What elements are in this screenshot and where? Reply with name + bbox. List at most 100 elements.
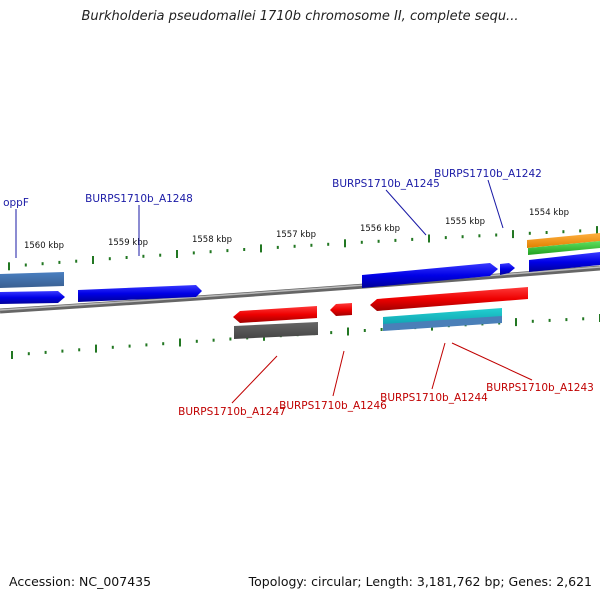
forward-gene-labels: oppF BURPS1710b_A1248 BURPS1710b_A1245 B… xyxy=(3,168,542,209)
gene-oppF-upper-block[interactable] xyxy=(0,272,64,288)
lower-minor-tick xyxy=(61,349,64,353)
lower-minor-tick xyxy=(565,318,568,322)
upper-minor-tick xyxy=(461,235,464,239)
lower-major-tick xyxy=(11,351,13,359)
upper-major-tick xyxy=(176,250,178,258)
kbp-label-1560: 1560 kbp xyxy=(24,241,64,251)
gene-BURPS1710b_A1243-base[interactable] xyxy=(383,316,502,331)
lower-major-tick xyxy=(95,344,97,353)
gene-green-feature[interactable] xyxy=(528,241,600,255)
lower-minor-tick xyxy=(27,352,30,356)
kbp-label-1556: 1556 kbp xyxy=(360,224,400,234)
upper-minor-tick xyxy=(192,251,195,255)
reverse-genes xyxy=(233,287,528,339)
forward-label-leaders xyxy=(15,179,504,258)
lower-major-tick xyxy=(347,327,349,336)
upper-major-tick xyxy=(260,244,262,253)
lower-minor-tick xyxy=(363,329,366,332)
leader-BURPS1710b_A1243 xyxy=(451,342,533,381)
reverse-gene-labels: BURPS1710b_A1247 BURPS1710b_A1246 BURPS1… xyxy=(178,382,594,418)
topology-text: Topology: circular; Length: 3,181,762 bp… xyxy=(248,574,592,589)
label-BURPS1710b_A1247[interactable]: BURPS1710b_A1247 xyxy=(178,406,286,418)
kbp-label-1554: 1554 kbp xyxy=(529,208,569,218)
upper-major-tick xyxy=(92,256,94,264)
lower-minor-tick xyxy=(229,337,232,341)
upper-minor-tick xyxy=(579,229,582,233)
kbp-label-1559: 1559 kbp xyxy=(108,238,148,248)
gene-oppF[interactable] xyxy=(0,291,65,304)
upper-minor-tick xyxy=(360,240,363,244)
upper-minor-tick xyxy=(444,236,447,240)
upper-minor-tick xyxy=(327,242,330,246)
tick-row-lower xyxy=(11,314,600,359)
lower-minor-tick xyxy=(380,328,383,331)
gene-BURPS1710b_A1247-gray[interactable] xyxy=(234,322,318,339)
kbp-labels: 1560 kbp 1559 kbp 1558 kbp 1557 kbp 1556… xyxy=(24,208,569,251)
map-title: Burkholderia pseudomallei 1710b chromoso… xyxy=(81,9,519,24)
leader-BURPS1710b_A1247 xyxy=(231,355,278,404)
upper-major-tick xyxy=(8,262,10,271)
gene-BURPS1710b_A1248[interactable] xyxy=(78,285,202,302)
label-BURPS1710b_A1242[interactable]: BURPS1710b_A1242 xyxy=(434,168,542,180)
kbp-label-1555: 1555 kbp xyxy=(445,217,485,227)
label-BURPS1710b_A1245[interactable]: BURPS1710b_A1245 xyxy=(332,178,440,190)
lower-minor-tick xyxy=(44,350,47,354)
gene-BURPS1710b_A1245[interactable] xyxy=(362,263,498,288)
label-BURPS1710b_A1244[interactable]: BURPS1710b_A1244 xyxy=(380,392,488,404)
lower-minor-tick xyxy=(78,348,81,352)
gene-BURPS1710b_A1247[interactable] xyxy=(233,306,317,323)
lower-minor-tick xyxy=(195,339,198,343)
upper-minor-tick xyxy=(276,245,279,249)
upper-minor-tick xyxy=(142,254,145,258)
upper-minor-tick xyxy=(125,256,128,259)
forward-genes xyxy=(0,233,600,304)
gene-BURPS1710b_A1246[interactable] xyxy=(330,303,352,316)
label-oppF[interactable]: oppF xyxy=(3,197,29,209)
chromosome-backbone-highlight xyxy=(0,266,600,311)
upper-minor-tick xyxy=(24,263,27,267)
upper-minor-tick xyxy=(41,262,44,266)
gene-BURPS1710b_A1243[interactable] xyxy=(383,308,502,326)
reverse-label-leaders xyxy=(231,342,533,404)
gene-BURPS1710b_A1244[interactable] xyxy=(370,287,528,311)
lower-minor-tick xyxy=(128,344,131,348)
label-BURPS1710b_A1246[interactable]: BURPS1710b_A1246 xyxy=(279,400,387,412)
lower-major-tick xyxy=(515,318,517,327)
upper-minor-tick xyxy=(528,231,531,235)
upper-major-tick xyxy=(428,234,430,243)
gene-BURPS1710b_A1245-small[interactable] xyxy=(500,263,515,275)
upper-major-tick xyxy=(344,239,346,248)
chromosome-backbone xyxy=(0,265,600,314)
lower-minor-tick xyxy=(531,319,534,323)
upper-minor-tick xyxy=(394,238,397,242)
upper-minor-tick xyxy=(495,233,498,237)
upper-minor-tick xyxy=(108,257,111,261)
upper-minor-tick xyxy=(159,253,162,257)
upper-major-tick xyxy=(596,226,598,235)
gene-orange-feature[interactable] xyxy=(527,233,600,248)
upper-major-tick xyxy=(512,230,514,239)
kbp-label-1558: 1558 kbp xyxy=(192,235,232,245)
upper-minor-tick xyxy=(562,230,565,234)
upper-minor-tick xyxy=(75,259,78,263)
label-BURPS1710b_A1243[interactable]: BURPS1710b_A1243 xyxy=(486,382,594,394)
upper-minor-tick xyxy=(243,248,246,251)
upper-minor-tick xyxy=(545,231,548,234)
tick-row-upper xyxy=(8,226,598,271)
upper-minor-tick xyxy=(58,260,61,264)
lower-minor-tick xyxy=(330,331,333,335)
lower-minor-tick xyxy=(145,343,148,347)
lower-minor-tick xyxy=(548,318,551,322)
upper-minor-tick xyxy=(411,237,414,241)
upper-minor-tick xyxy=(226,249,229,253)
upper-minor-tick xyxy=(478,234,481,238)
lower-minor-tick xyxy=(212,338,215,342)
leader-BURPS1710b_A1244 xyxy=(431,342,446,390)
upper-minor-tick xyxy=(209,250,212,254)
lower-minor-tick xyxy=(162,342,165,346)
label-BURPS1710b_A1248[interactable]: BURPS1710b_A1248 xyxy=(85,193,193,205)
upper-minor-tick xyxy=(293,244,296,248)
gene-BURPS1710b_A1242[interactable] xyxy=(529,252,600,272)
